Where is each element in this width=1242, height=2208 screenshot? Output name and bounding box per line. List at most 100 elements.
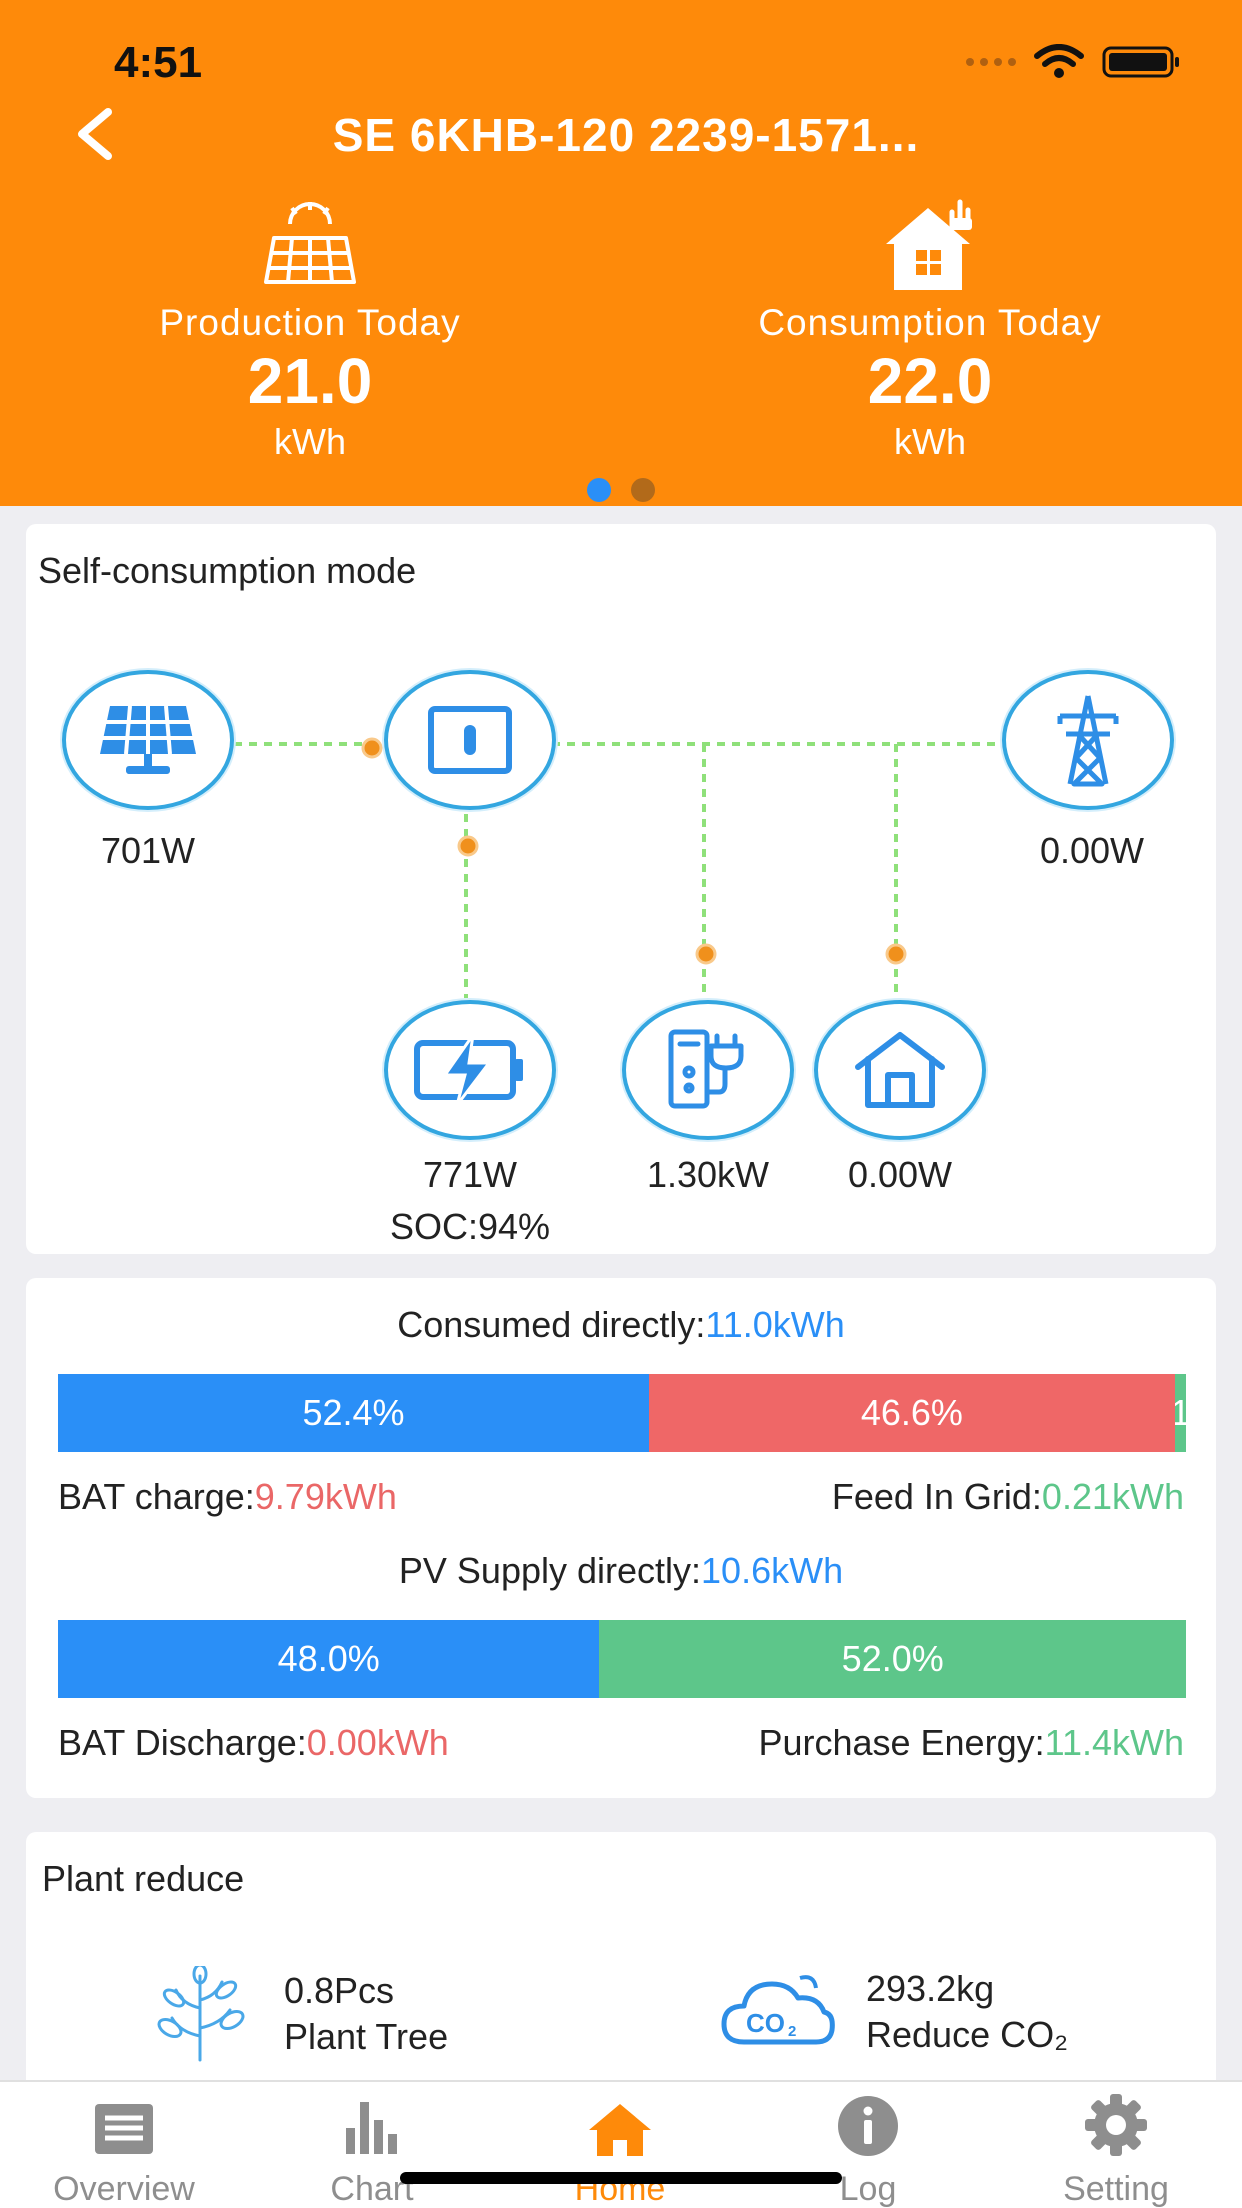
- tab-log-label: Log: [839, 2170, 897, 2208]
- flow-dot-ev: [695, 943, 717, 965]
- home-indicator: [400, 2172, 842, 2184]
- plant-tree-value: 0.8Pcs: [284, 1970, 395, 2011]
- production-label: Production Today: [159, 302, 461, 343]
- grid-power: 0.00W: [1039, 830, 1145, 871]
- feed-in-grid: Feed In Grid:0.21kWh: [832, 1476, 1184, 1518]
- battery-node[interactable]: [384, 1000, 556, 1140]
- reduce-co2-value: 293.2kg: [866, 1968, 995, 2009]
- feed-in-grid-label: Feed In Grid:: [831, 1476, 1042, 1517]
- consumption-today: Consumption Today 22.0 kWh: [680, 196, 1180, 463]
- tree-icon: [157, 1966, 245, 2062]
- back-button[interactable]: [72, 104, 128, 164]
- plant-tree-label: Plant Tree: [284, 2016, 449, 2057]
- header: 4:51 SE 6KHB-120 2239-1571...: [0, 0, 1242, 506]
- pv-supply-label: PV Supply directly:: [398, 1550, 702, 1591]
- page-dot[interactable]: [631, 478, 655, 502]
- pv-node[interactable]: [62, 670, 234, 810]
- purchase-energy-value: 11.4kWh: [1044, 1722, 1184, 1763]
- info-icon: [838, 2096, 898, 2156]
- consumed-bar-segment: 1: [1174, 1374, 1186, 1452]
- solar-panel-sun-icon: [264, 202, 356, 284]
- battery-soc: SOC:94%: [389, 1206, 551, 1247]
- bat-discharge-label: BAT Discharge:: [58, 1722, 307, 1763]
- energy-stats-card: Consumed directly:11.0kWh 52.4% 46.6% 1 …: [26, 1278, 1216, 1798]
- consumed-directly-value: 11.0kWh: [705, 1304, 845, 1345]
- consumed-directly: Consumed directly:11.0kWh: [26, 1304, 1216, 1346]
- pv-supply-value: 10.6kWh: [701, 1550, 844, 1591]
- flow-dot-home: [885, 943, 907, 965]
- cellular-signal-icon: [966, 58, 1016, 66]
- home-tab-icon: [589, 2104, 651, 2156]
- page-dot-active[interactable]: [587, 478, 611, 502]
- home-icon: [855, 1032, 945, 1108]
- purchase-energy-label: Purchase Energy:: [758, 1722, 1045, 1763]
- consumption-label: Consumption Today: [758, 302, 1102, 343]
- inverter-node[interactable]: [384, 670, 556, 810]
- pv-power: 701W: [100, 830, 196, 871]
- svg-text:2: 2: [788, 2023, 796, 2040]
- battery-power: 771W: [422, 1154, 518, 1195]
- flow-lines: [234, 737, 1006, 998]
- tab-overview[interactable]: Overview: [0, 2082, 248, 2208]
- purchase-energy: Purchase Energy:11.4kWh: [758, 1722, 1184, 1764]
- reduce-co2-stat: CO 2 293.2kg Reduce CO₂: [720, 1966, 1068, 2058]
- production-today: Production Today 21.0 kWh: [60, 196, 560, 463]
- ev-charger-power: 1.30kW: [646, 1154, 770, 1195]
- gear-icon: [1085, 2094, 1147, 2156]
- reduce-co2-label: Reduce CO₂: [866, 2014, 1069, 2055]
- tab-overview-label: Overview: [53, 2170, 195, 2208]
- flow-dot-pv: [361, 737, 383, 759]
- bat-discharge-value: 0.00kWh: [306, 1722, 449, 1763]
- consumption-value: 22.0: [867, 345, 993, 417]
- grid-node[interactable]: [1002, 670, 1174, 810]
- pv-supply-directly: PV Supply directly:10.6kWh: [26, 1550, 1216, 1592]
- tab-setting[interactable]: Setting: [992, 2082, 1240, 2208]
- power-tower-icon: [1057, 695, 1119, 787]
- ev-charger-node[interactable]: [622, 1000, 794, 1140]
- bat-charge: BAT charge:9.79kWh: [58, 1476, 397, 1518]
- house-plug-icon: [886, 199, 972, 290]
- plant-tree-stat: 0.8Pcs Plant Tree: [150, 1966, 448, 2062]
- consumed-bar-segment: 52.4%: [58, 1374, 650, 1452]
- consumption-unit: kWh: [894, 421, 966, 463]
- flow-card: Self-consumption mode 701W: [26, 524, 1216, 1254]
- consumed-bar-segment: 46.6%: [649, 1374, 1175, 1452]
- consumed-directly-label: Consumed directly:: [397, 1304, 706, 1345]
- status-icons: [966, 44, 1182, 80]
- tab-setting-label: Setting: [1063, 2170, 1169, 2208]
- status-time: 4:51: [114, 38, 203, 87]
- bat-discharge: BAT Discharge:0.00kWh: [58, 1722, 449, 1764]
- pv-bar-segment: 52.0%: [599, 1620, 1186, 1698]
- solar-panel-icon: [100, 705, 196, 774]
- pv-bar-segment: 48.0%: [58, 1620, 600, 1698]
- overview-icon: [95, 2104, 153, 2154]
- ev-charger-icon: [668, 1029, 744, 1109]
- home-power: 0.00W: [847, 1154, 953, 1195]
- wifi-icon: [1034, 44, 1084, 78]
- svg-text:CO: CO: [746, 2008, 785, 2038]
- inverter-icon: [428, 706, 512, 774]
- battery-status-icon: [1102, 46, 1179, 78]
- tab-chart-label: Chart: [330, 2170, 414, 2208]
- tab-bar: Overview Chart Home Log: [0, 2080, 1242, 2208]
- flow-dot-battery: [457, 835, 479, 857]
- battery-charging-icon: [414, 1035, 523, 1105]
- pv-supply-bar: 48.0% 52.0%: [58, 1620, 1186, 1698]
- tab-home[interactable]: Home: [496, 2082, 744, 2208]
- page-indicator[interactable]: [0, 478, 1242, 502]
- bat-charge-label: BAT charge:: [58, 1476, 255, 1517]
- production-value: 21.0: [247, 345, 373, 417]
- tab-chart[interactable]: Chart: [248, 2082, 496, 2208]
- bat-charge-value: 9.79kWh: [254, 1476, 397, 1517]
- flow-mode-title: Self-consumption mode: [38, 550, 417, 591]
- plant-reduce-title: Plant reduce: [42, 1858, 245, 1899]
- page-title: SE 6KHB-120 2239-1571...: [332, 109, 920, 161]
- consumed-bar: 52.4% 46.6% 1: [58, 1374, 1186, 1452]
- feed-in-grid-value: 0.21kWh: [1041, 1476, 1184, 1517]
- chevron-left-icon: [78, 108, 112, 160]
- production-unit: kWh: [274, 421, 346, 463]
- co2-cloud-icon: CO 2: [721, 1975, 835, 2045]
- bar-chart-icon: [346, 2102, 397, 2154]
- home-node[interactable]: [814, 1000, 986, 1140]
- tab-log[interactable]: Log: [744, 2082, 992, 2208]
